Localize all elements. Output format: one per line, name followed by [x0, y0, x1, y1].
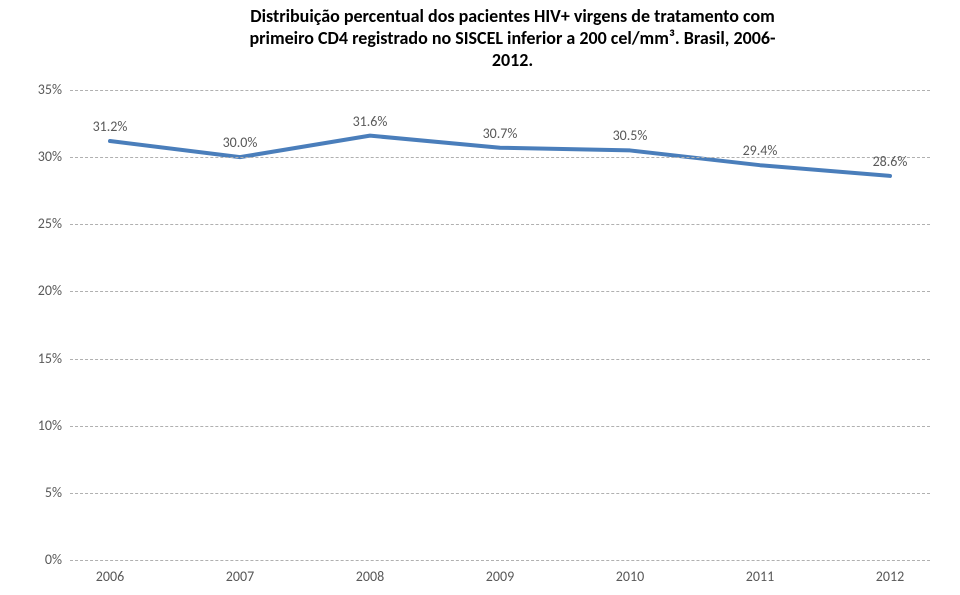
title-line-2: primeiro CD4 registrado no SISCEL inferi…	[250, 27, 776, 49]
y-axis-label: 25%	[12, 215, 62, 232]
y-axis-label: 35%	[12, 81, 62, 98]
grid-line	[70, 359, 930, 360]
y-axis-label: 30%	[12, 148, 62, 165]
y-axis-label: 15%	[12, 350, 62, 367]
grid-line	[70, 560, 930, 561]
y-axis-label: 20%	[12, 282, 62, 299]
x-axis-label: 2010	[616, 568, 644, 585]
data-label: 31.2%	[93, 118, 128, 135]
y-axis-label: 0%	[12, 551, 62, 568]
x-axis-label: 2012	[876, 568, 904, 585]
grid-line	[70, 291, 930, 292]
chart-container: Distribuição percentual dos pacientes HI…	[0, 0, 960, 595]
x-axis-label: 2011	[746, 568, 774, 585]
x-axis-label: 2007	[226, 568, 254, 585]
grid-line	[70, 90, 930, 91]
y-axis-label: 10%	[12, 417, 62, 434]
grid-line	[70, 426, 930, 427]
chart-title: Distribuição percentual dos pacientes HI…	[95, 6, 930, 72]
line-series-svg	[70, 90, 930, 560]
grid-line	[70, 157, 930, 158]
y-axis-label: 5%	[12, 484, 62, 501]
data-label: 30.0%	[223, 134, 258, 151]
data-label: 30.7%	[483, 125, 518, 142]
grid-line	[70, 493, 930, 494]
data-label: 31.6%	[353, 113, 388, 130]
x-axis-label: 2009	[486, 568, 514, 585]
title-line-3: 2012.	[492, 49, 533, 71]
x-axis-label: 2006	[96, 568, 124, 585]
data-label: 30.5%	[613, 127, 648, 144]
title-line-1: Distribuição percentual dos pacientes HI…	[250, 5, 775, 27]
data-label: 28.6%	[873, 153, 908, 170]
data-label: 29.4%	[743, 142, 778, 159]
x-axis-label: 2008	[356, 568, 384, 585]
grid-line	[70, 224, 930, 225]
plot-area: 0%5%10%15%20%25%30%35%200620072008200920…	[70, 90, 930, 560]
